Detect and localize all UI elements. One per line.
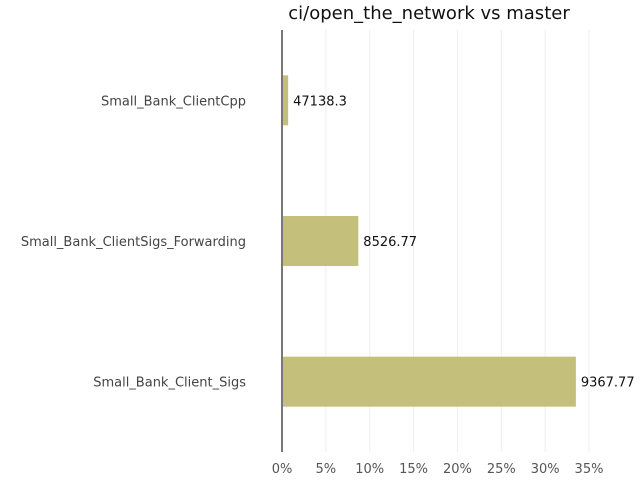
data-labels: 47138.3 8526.77 9367.77 [293,94,634,390]
category-label: Small_Bank_ClientCpp [101,94,246,109]
x-tick-label: 30% [531,462,560,477]
x-tick-label: 35% [575,462,604,477]
bar [282,75,289,126]
bar [282,216,359,266]
bars [282,75,576,407]
bar [282,356,576,407]
bar-data-label: 8526.77 [363,235,417,250]
x-tick-label: 5% [316,462,337,477]
grid-lines [325,30,590,452]
x-tick-label: 15% [399,462,428,477]
category-labels: Small_Bank_ClientCpp Small_Bank_ClientSig… [21,94,246,390]
x-tick-label: 10% [355,462,384,477]
bar-data-label: 9367.77 [581,376,635,391]
bar-data-label: 47138.3 [293,94,347,109]
x-tick-label: 20% [443,462,472,477]
chart-title: ci/open_the_network vs master [288,3,570,24]
x-tick-label: 25% [487,462,516,477]
category-label: Small_Bank_ClientSigs_Forwarding [21,235,246,250]
category-label: Small_Bank_Client_Sigs [93,376,246,391]
x-tick-label: 0% [272,462,293,477]
x-axis-ticks: 0% 5% 10% 15% 20% 25% 30% 35% [272,462,604,477]
